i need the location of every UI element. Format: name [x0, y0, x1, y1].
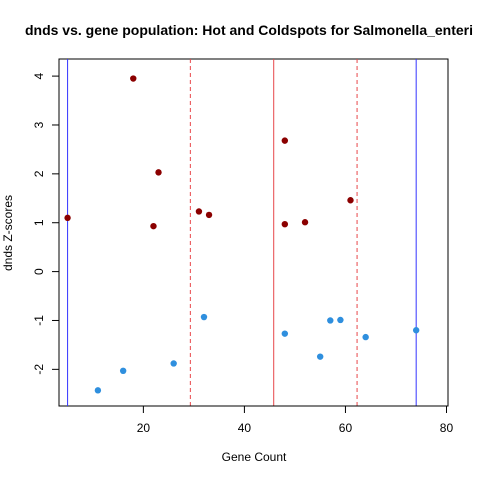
cold-point-9	[412, 327, 420, 334]
plot-frame	[58, 58, 449, 407]
y-axis: -2 -1 0 1 2 3 4	[32, 72, 60, 375]
hot-point-2	[155, 169, 162, 176]
y-tick-label-0: -2	[32, 364, 46, 375]
chart-title: dnds vs. gene population: Hot and Coldsp…	[25, 22, 473, 38]
y-tick-label-2: 0	[32, 268, 46, 275]
y-tick-label-4: 2	[32, 170, 46, 177]
cold-point-3	[200, 313, 208, 321]
x-tick-label-0: 20	[137, 421, 151, 435]
cold-point-2	[170, 360, 177, 367]
cold-point-5	[316, 353, 324, 360]
y-axis-label: dnds Z-scores	[1, 195, 15, 271]
cold-point-1	[119, 367, 127, 375]
y-tick-label-5: 3	[32, 121, 46, 128]
cold-point-6	[327, 317, 334, 324]
hot-point-8	[301, 219, 309, 226]
hot-point-3	[150, 222, 157, 230]
hot-point-4	[195, 208, 203, 215]
x-tick-label-2: 60	[339, 421, 353, 435]
cold-point-4	[281, 330, 289, 337]
cold-point-0	[94, 387, 102, 394]
y-tick-label-3: 1	[32, 219, 46, 226]
reference-lines	[67, 59, 417, 406]
y-tick-label-1: -1	[32, 315, 46, 326]
hot-point-9	[347, 197, 354, 204]
hot-point-0	[64, 214, 71, 222]
hot-point-5	[205, 211, 213, 219]
x-tick-label-3: 80	[440, 421, 454, 435]
x-axis-label: Gene Count	[222, 450, 287, 464]
hot-point-7	[281, 220, 289, 228]
cold-point-7	[337, 316, 344, 324]
hot-point-6	[281, 137, 289, 144]
data-points	[64, 75, 420, 394]
x-axis: 20 40 60 80	[137, 405, 454, 435]
y-tick-label-6: 4	[32, 72, 46, 79]
x-tick-label-1: 40	[238, 421, 252, 435]
hot-point-1	[130, 75, 137, 82]
plot-area	[58, 58, 449, 407]
cold-point-8	[362, 333, 369, 341]
